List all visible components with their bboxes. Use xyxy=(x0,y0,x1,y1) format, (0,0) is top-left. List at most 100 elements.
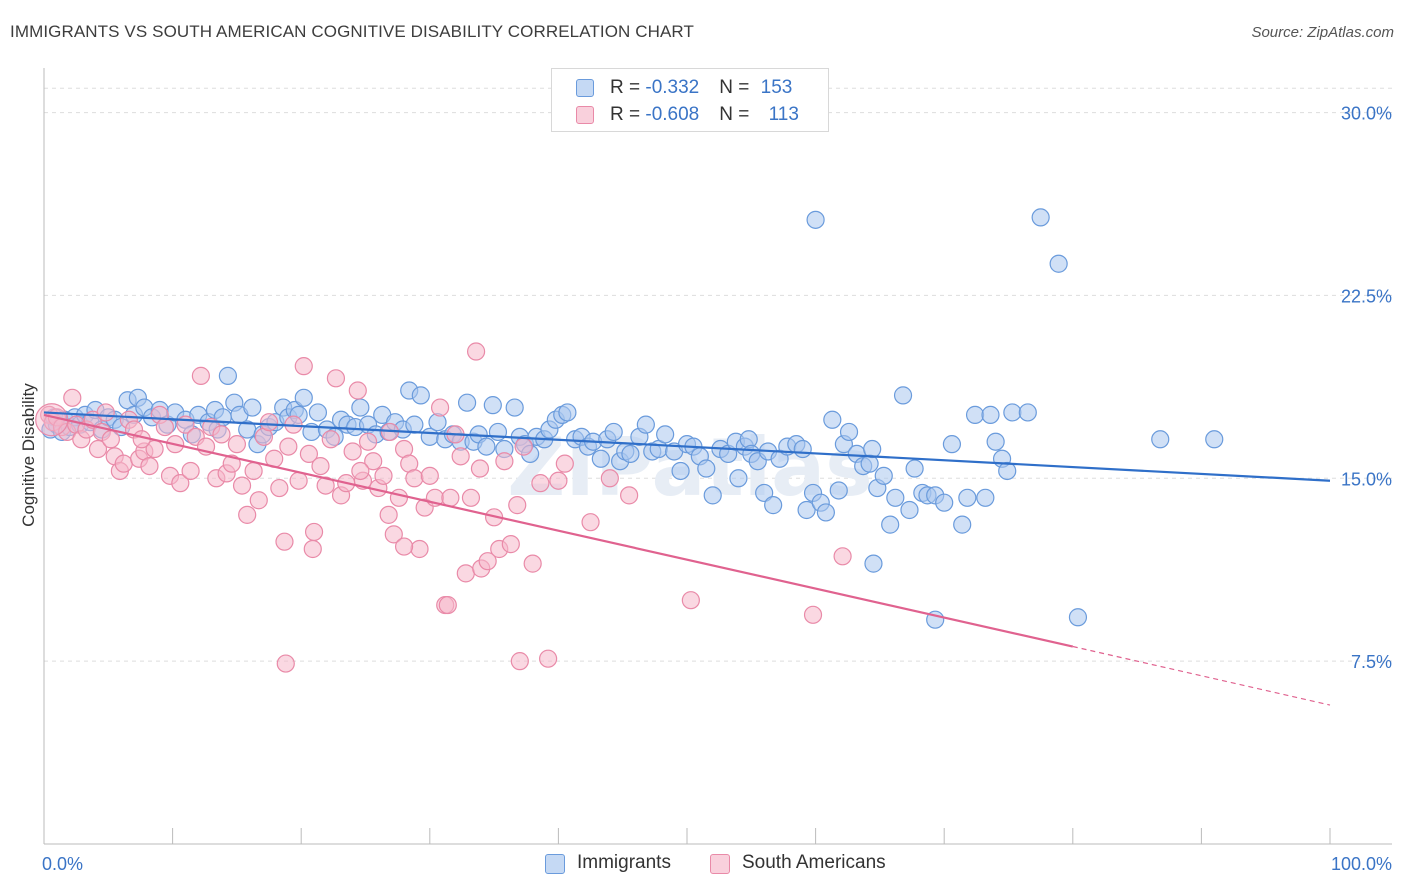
r-label: R = xyxy=(610,77,646,98)
data-point xyxy=(976,488,995,507)
data-point xyxy=(249,491,268,510)
n-label: N = xyxy=(719,104,755,125)
data-point xyxy=(63,388,82,407)
data-point xyxy=(591,449,610,468)
data-point xyxy=(681,591,700,610)
data-point xyxy=(438,595,457,615)
data-point xyxy=(232,476,252,495)
data-point xyxy=(1151,430,1170,449)
data-point xyxy=(900,500,919,520)
r-value: -0.608 xyxy=(645,104,700,125)
y-tick-label: 22.5% xyxy=(1341,286,1392,306)
data-point xyxy=(316,476,335,495)
data-point xyxy=(304,522,324,542)
data-point xyxy=(321,430,340,449)
data-point xyxy=(793,439,812,459)
y-tick-label: 7.5% xyxy=(1351,652,1392,672)
data-point xyxy=(243,398,262,417)
data-point xyxy=(697,459,716,478)
data-point xyxy=(303,539,322,559)
data-point xyxy=(833,547,852,566)
data-point xyxy=(829,481,848,500)
data-point xyxy=(384,525,403,544)
data-point xyxy=(620,486,639,505)
data-point xyxy=(986,432,1005,451)
data-point xyxy=(874,466,893,485)
data-point xyxy=(636,415,655,434)
data-point xyxy=(351,461,370,481)
data-point xyxy=(457,393,477,412)
data-point xyxy=(523,554,542,573)
data-point xyxy=(343,442,362,461)
data-point xyxy=(374,466,393,485)
data-point xyxy=(555,454,574,473)
x-tick-label: 100.0% xyxy=(1331,854,1392,874)
data-point xyxy=(461,488,481,507)
correlation-legend: R = -0.332 N = 153 R = -0.608 N = 113 xyxy=(551,68,829,132)
trend-line xyxy=(43,413,1074,648)
data-point xyxy=(797,500,816,520)
data-point xyxy=(755,483,774,503)
data-point xyxy=(270,478,289,498)
data-point xyxy=(558,403,577,422)
data-point xyxy=(299,444,319,464)
data-point xyxy=(905,459,924,478)
data-point xyxy=(981,405,1000,424)
data-point xyxy=(394,537,414,556)
data-point xyxy=(379,505,398,524)
data-point xyxy=(1031,208,1050,227)
data-point xyxy=(483,396,502,415)
data-point xyxy=(600,469,619,488)
data-point xyxy=(958,488,977,507)
y-axis-label: Cognitive Disability xyxy=(19,383,38,527)
data-point xyxy=(864,554,883,573)
immigrants-swatch xyxy=(576,79,594,97)
legend-label: South Americans xyxy=(742,852,886,873)
data-point xyxy=(430,398,450,417)
r-value: -0.332 xyxy=(645,77,700,98)
data-point xyxy=(276,654,295,673)
data-point xyxy=(508,496,527,515)
data-point xyxy=(998,461,1017,481)
data-point xyxy=(191,366,210,385)
data-point xyxy=(308,403,328,422)
data-point xyxy=(656,425,675,444)
data-point xyxy=(942,435,962,454)
data-point xyxy=(501,535,520,554)
data-point xyxy=(953,515,972,534)
data-point xyxy=(764,496,783,515)
data-point xyxy=(505,398,524,417)
series-legend: Immigrants South Americans xyxy=(0,852,1406,878)
data-point xyxy=(420,466,439,485)
data-point xyxy=(88,439,108,459)
data-point xyxy=(140,456,159,476)
south-americans-swatch xyxy=(710,854,730,874)
data-point xyxy=(410,539,429,559)
data-point xyxy=(364,452,383,471)
data-point xyxy=(549,471,568,490)
data-point xyxy=(863,439,882,459)
data-point xyxy=(451,447,470,466)
data-point xyxy=(1068,608,1088,627)
data-point xyxy=(539,649,558,668)
data-point xyxy=(478,552,497,571)
data-point xyxy=(470,459,490,478)
data-point xyxy=(477,437,496,456)
data-point xyxy=(510,652,529,671)
immigrants-swatch xyxy=(545,854,565,874)
data-point xyxy=(495,452,514,471)
data-point xyxy=(358,432,378,451)
trend-line xyxy=(43,411,1331,482)
data-point xyxy=(351,398,370,417)
source-label: Source: ZipAtlas.com xyxy=(1251,24,1394,41)
data-point xyxy=(839,422,859,442)
data-point xyxy=(935,493,954,512)
data-point xyxy=(244,461,263,481)
data-point xyxy=(389,488,409,507)
y-tick-label: 15.0% xyxy=(1341,469,1392,489)
data-point xyxy=(604,422,623,442)
data-point xyxy=(155,417,174,437)
data-point xyxy=(621,444,640,464)
data-point xyxy=(238,505,257,524)
